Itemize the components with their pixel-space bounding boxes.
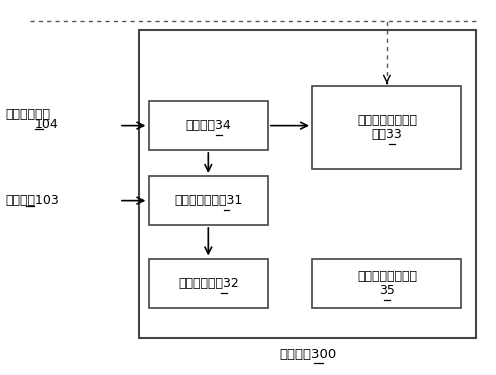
- Text: 测量装置300: 测量装置300: [279, 348, 336, 361]
- Text: 104: 104: [35, 118, 59, 131]
- Text: 直径测量单元32: 直径测量单元32: [178, 277, 239, 290]
- Bar: [149, 259, 268, 308]
- Text: 质量分类输出: 质量分类输出: [5, 108, 50, 121]
- Bar: [149, 101, 268, 150]
- Bar: [312, 259, 461, 308]
- Text: 单元33: 单元33: [372, 128, 402, 141]
- Bar: [149, 176, 268, 225]
- Text: 质量状况提示生成: 质量状况提示生成: [357, 114, 417, 127]
- Text: 检测线确定单元31: 检测线确定单元31: [174, 194, 243, 207]
- Bar: [312, 86, 461, 169]
- Text: 35: 35: [379, 284, 395, 297]
- Bar: [139, 30, 476, 338]
- Text: 分割输出103: 分割输出103: [5, 194, 59, 207]
- Text: 探头位置评估单元: 探头位置评估单元: [357, 270, 417, 282]
- Text: 判断单元34: 判断单元34: [186, 119, 231, 132]
